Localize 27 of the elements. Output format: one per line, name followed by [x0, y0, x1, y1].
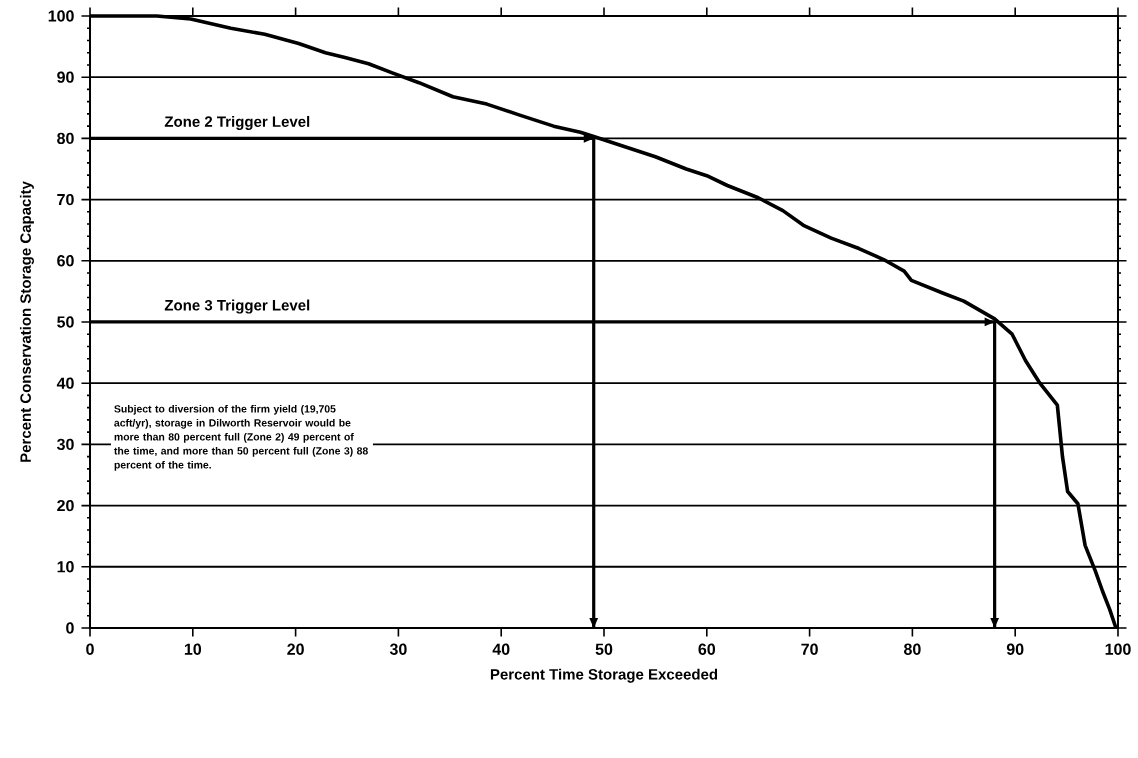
y-axis-title: Percent Conservation Storage Capacity: [19, 181, 34, 462]
x-tick-label: 30: [389, 643, 407, 655]
x-tick-label: 40: [492, 643, 510, 655]
x-axis-title: Percent Time Storage Exceeded: [490, 668, 718, 683]
x-tick-label: 60: [698, 643, 716, 655]
y-tick-label: 50: [57, 316, 74, 328]
x-tick-label: 10: [184, 643, 202, 655]
x-tick-label: 70: [801, 643, 818, 655]
y-tick-label: 20: [57, 499, 74, 512]
x-tick-label: 100: [1105, 643, 1131, 655]
y-tick-label: 80: [57, 132, 74, 145]
annotation: Zone 2 Trigger Level: [164, 115, 310, 130]
y-tick-label: 70: [57, 193, 74, 206]
x-tick-label: 50: [595, 643, 613, 655]
y-tick-label: 90: [57, 71, 74, 83]
x-tick-label: 20: [287, 643, 304, 655]
y-tick-label: 60: [57, 255, 74, 267]
y-tick-label: 40: [56, 377, 74, 389]
annotation: Zone 3 Trigger Level: [164, 299, 310, 314]
y-tick-label: 100: [48, 10, 74, 22]
x-tick-label: 0: [86, 643, 94, 655]
y-tick-label: 0: [66, 622, 74, 634]
y-tick-label: 30: [56, 438, 74, 451]
x-tick-label: 90: [1006, 643, 1024, 655]
y-tick-label: 10: [57, 561, 74, 573]
x-tick-label: 80: [904, 643, 921, 655]
annotation: Subject to diversion of the firm yield (19,705 acft/yr), storage in Dilworth Reservoir would be more than 80 percent full (Zone 2) 49 percent of the time, and more than 50 percent full (Zone 3) 88 percent of the time.: [114, 404, 368, 471]
